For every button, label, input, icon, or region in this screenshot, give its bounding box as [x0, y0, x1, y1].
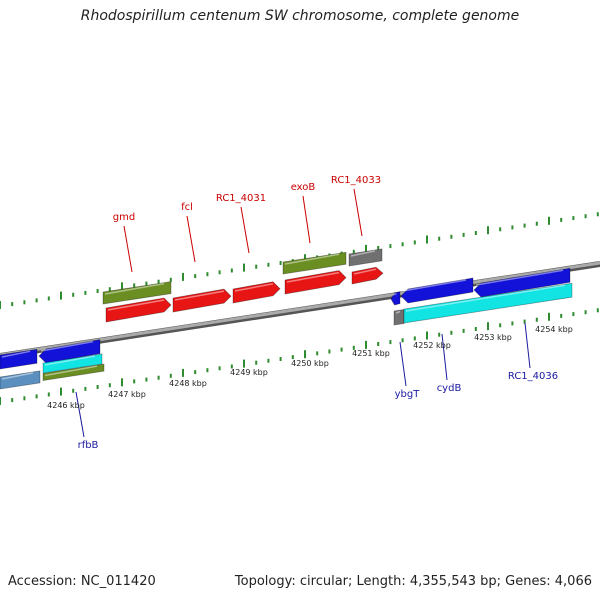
gene-label-rc1-4036-leader: [524, 322, 531, 369]
gene-rfbb-blue: [38, 339, 101, 364]
gene-gmd-highlight: [107, 299, 165, 311]
scale-label: 4252 kbp: [413, 341, 451, 350]
gene-ybgt-highlight: [392, 292, 397, 296]
gene-rc1-4033-gray: [348, 248, 383, 267]
gene-cydb-cyan: [403, 282, 573, 324]
gene-labels: gmd fcl RC1_4031 exoB RC1_4033 rfbB ybgT cydB RC…: [78, 175, 559, 451]
scale-label: 4253 kbp: [474, 333, 512, 342]
gene-left-blue-highlight: [1, 350, 31, 358]
gene-label-rc1-4033-leader: [353, 188, 363, 237]
accession-text: Accession: NC_011420: [8, 574, 156, 589]
gene-features: [0, 248, 573, 390]
gene-label-exob: exoB: [291, 182, 316, 193]
gene-rc1-4033: [351, 266, 384, 285]
gene-rfbb-olive-highlight: [44, 365, 98, 377]
gene-fcl-highlight: [174, 290, 225, 301]
gene-label-fcl: fcl: [181, 202, 193, 213]
gene-label-rc1-4031: RC1_4031: [216, 193, 266, 204]
label-leaders: [75, 188, 531, 438]
gene-label-rfbb: rfbB: [78, 440, 99, 451]
gene-exob: [284, 270, 347, 295]
gene-cydb-blue-highlight: [402, 279, 467, 292]
gene-label-gmd: gmd: [113, 212, 135, 223]
inner-tick-track: [0, 308, 599, 405]
outer-tick-track: [0, 212, 599, 309]
gene-rfbb-cyan-highlight: [44, 355, 96, 366]
gene-gmd-olive-highlight: [104, 282, 165, 295]
genome-summary-text: Topology: circular; Length: 4,355,543 bp…: [234, 574, 592, 589]
scale-label: 4249 kbp: [230, 368, 268, 377]
gene-label-ybgt: ybgT: [395, 389, 421, 400]
gene-exob-highlight: [286, 271, 340, 283]
map-title: Rhodospirillum centenum SW chromosome, c…: [80, 8, 520, 24]
scale-label: 4250 kbp: [291, 359, 329, 368]
gene-gmd-olive: [102, 281, 172, 305]
gene-rc1-4031-highlight: [234, 283, 274, 292]
scale-label: 4247 kbp: [108, 390, 146, 399]
gene-rc1-4033-highlight: [353, 268, 377, 275]
gene-exob-olive: [282, 251, 347, 275]
gene-label-rc1-4036: RC1_4036: [508, 371, 558, 382]
gene-rfbb-cyan: [42, 353, 103, 374]
gene-rc1-4033-gray-highlight: [350, 250, 376, 257]
gene-left-steel: [0, 370, 41, 390]
gene-ybgt-gray-highlight: [395, 310, 401, 314]
gene-ybgt: [390, 291, 401, 306]
scale-label: 4254 kbp: [535, 325, 573, 334]
gene-gmd: [105, 297, 172, 323]
scale-label: 4246 kbp: [47, 401, 85, 410]
scale-label: 4251 kbp: [352, 349, 390, 358]
gene-rc1-4036: [473, 267, 571, 298]
gene-left-blue: [0, 348, 38, 370]
scale-label: 4248 kbp: [169, 379, 207, 388]
gene-left-steel-highlight: [1, 372, 34, 380]
gene-label-rc1-4031-leader: [240, 206, 250, 254]
gene-rfbb-olive: [42, 363, 105, 381]
scale-labels: 4246 kbp 4247 kbp 4248 kbp 4249 kbp 4250 kbp…: [47, 325, 573, 410]
gene-cydb-cyan-highlight: [405, 284, 566, 312]
gene-label-fcl-leader: [186, 215, 196, 263]
gene-label-gmd-leader: [123, 225, 133, 273]
gene-cydb-blue: [400, 277, 474, 304]
gene-label-rc1-4033: RC1_4033: [331, 175, 381, 186]
gene-rc1-4031: [232, 281, 281, 304]
gene-rfbb-blue-highlight: [40, 340, 94, 352]
gene-label-ybgt-leader: [399, 341, 407, 387]
gene-label-rfbb-leader: [75, 391, 85, 438]
gene-rc1-4036-highlight: [475, 269, 564, 286]
gene-fcl: [172, 288, 232, 313]
gene-ybgt-gray: [393, 309, 405, 326]
gene-label-cydb: cydB: [437, 383, 462, 394]
gene-label-cydb-leader: [441, 333, 448, 381]
gene-exob-olive-highlight: [284, 253, 340, 265]
gene-label-exob-leader: [302, 195, 311, 244]
